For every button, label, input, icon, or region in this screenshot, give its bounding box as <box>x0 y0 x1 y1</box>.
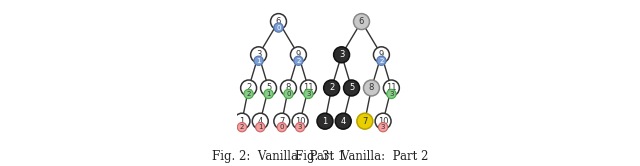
Circle shape <box>296 123 305 132</box>
Circle shape <box>294 56 303 65</box>
Circle shape <box>252 113 268 129</box>
Circle shape <box>274 113 290 129</box>
Text: 3: 3 <box>381 124 385 130</box>
Text: 1: 1 <box>323 117 328 126</box>
Text: 6: 6 <box>276 17 281 26</box>
Circle shape <box>255 123 265 132</box>
Circle shape <box>271 14 287 30</box>
Text: 0: 0 <box>286 91 291 97</box>
Circle shape <box>251 47 266 63</box>
Text: 1: 1 <box>257 58 261 64</box>
Text: 8: 8 <box>369 83 374 92</box>
Circle shape <box>260 80 276 96</box>
Circle shape <box>387 89 396 99</box>
Circle shape <box>353 14 369 30</box>
Text: 3: 3 <box>298 124 302 130</box>
Circle shape <box>244 89 253 99</box>
Circle shape <box>333 47 349 63</box>
Text: 11: 11 <box>386 83 397 92</box>
Text: 9: 9 <box>296 50 301 59</box>
Text: 7: 7 <box>362 117 367 126</box>
Circle shape <box>274 23 283 32</box>
Text: 1: 1 <box>258 124 262 130</box>
Text: 3: 3 <box>256 50 261 59</box>
Text: 10: 10 <box>378 117 388 126</box>
Text: 1: 1 <box>239 117 244 126</box>
Circle shape <box>304 89 313 99</box>
Text: 2: 2 <box>329 83 334 92</box>
Text: 7: 7 <box>279 117 285 126</box>
Text: 8: 8 <box>286 83 291 92</box>
Circle shape <box>234 113 250 129</box>
Circle shape <box>254 56 263 65</box>
Text: 9: 9 <box>379 50 384 59</box>
Circle shape <box>324 80 340 96</box>
Text: 4: 4 <box>340 117 346 126</box>
Circle shape <box>292 113 308 129</box>
Text: 2: 2 <box>246 91 251 97</box>
Text: 6: 6 <box>359 17 364 26</box>
Circle shape <box>280 80 296 96</box>
Text: Fig. 3:  Vanilla:  Part 2: Fig. 3: Vanilla: Part 2 <box>295 150 428 163</box>
Circle shape <box>264 89 273 99</box>
Text: 2: 2 <box>380 58 383 64</box>
Text: 4: 4 <box>258 117 263 126</box>
Text: 5: 5 <box>266 83 271 92</box>
Text: 3: 3 <box>389 91 394 97</box>
Text: 3: 3 <box>306 91 310 97</box>
Circle shape <box>364 80 380 96</box>
Circle shape <box>375 113 391 129</box>
Circle shape <box>241 80 257 96</box>
Text: 2: 2 <box>246 83 252 92</box>
Circle shape <box>374 47 389 63</box>
Circle shape <box>377 56 386 65</box>
Text: 11: 11 <box>303 83 314 92</box>
Circle shape <box>277 123 287 132</box>
Text: 2: 2 <box>240 124 244 130</box>
Text: 3: 3 <box>339 50 344 59</box>
Text: 0: 0 <box>276 25 281 31</box>
Circle shape <box>237 123 246 132</box>
Text: 1: 1 <box>266 91 271 97</box>
Text: 0: 0 <box>280 124 284 130</box>
Circle shape <box>335 113 351 129</box>
Circle shape <box>284 89 293 99</box>
Circle shape <box>317 113 333 129</box>
Circle shape <box>300 80 316 96</box>
Circle shape <box>344 80 360 96</box>
Text: Fig. 2:  Vanilla:  Part 1: Fig. 2: Vanilla: Part 1 <box>212 150 345 163</box>
Circle shape <box>383 80 399 96</box>
Circle shape <box>378 123 388 132</box>
Text: 5: 5 <box>349 83 354 92</box>
Circle shape <box>291 47 307 63</box>
Circle shape <box>357 113 372 129</box>
Text: 10: 10 <box>295 117 305 126</box>
Text: 2: 2 <box>296 58 301 64</box>
